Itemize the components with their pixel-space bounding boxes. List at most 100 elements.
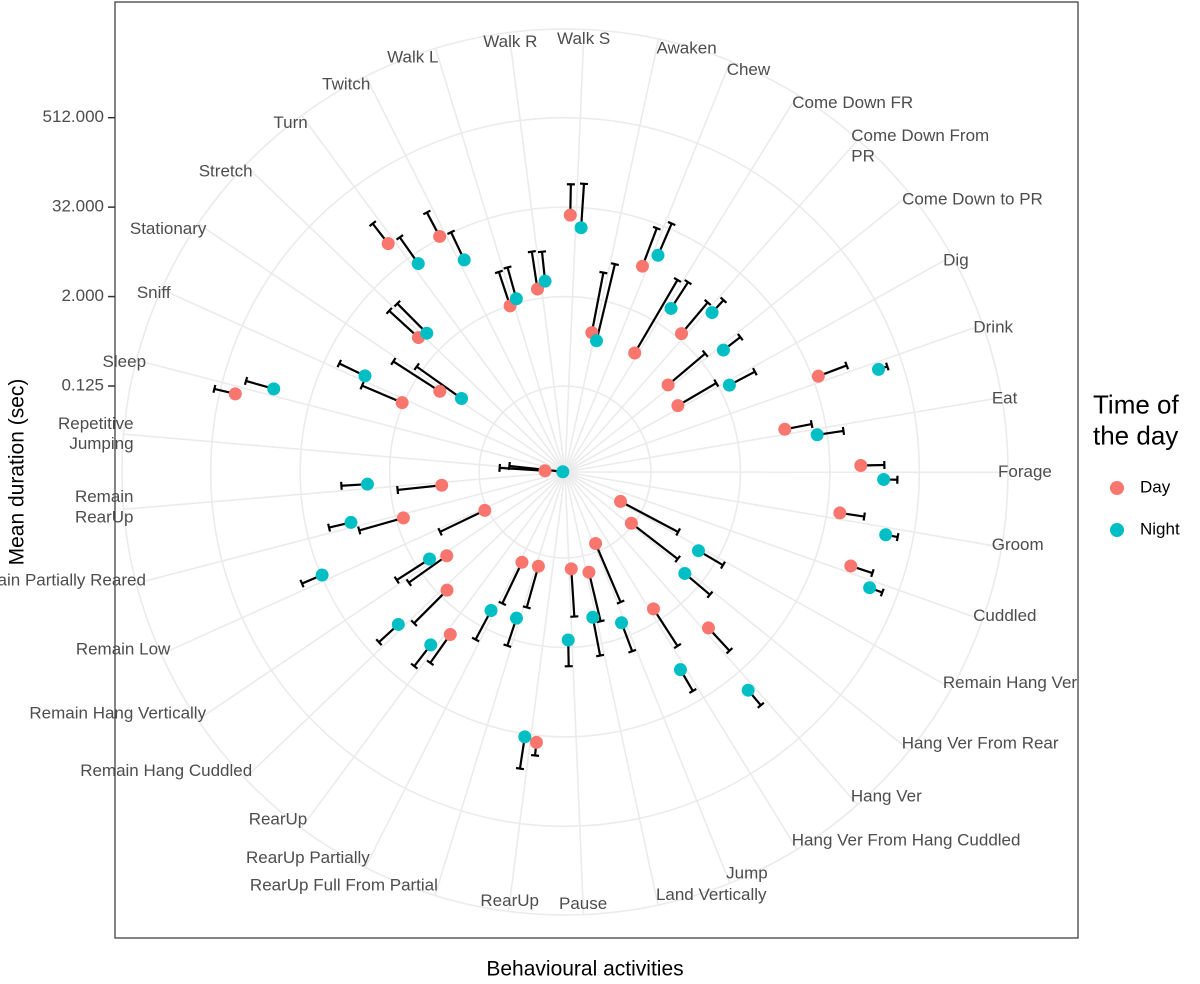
x-tick-label: Come Down FR bbox=[792, 93, 913, 112]
x-tick-label: Twitch bbox=[322, 75, 370, 94]
point bbox=[691, 544, 705, 558]
point bbox=[411, 257, 425, 271]
error-bar bbox=[358, 516, 404, 532]
point bbox=[440, 549, 454, 563]
x-tick-label: RearUp Partially bbox=[246, 848, 370, 867]
legend-marker bbox=[1110, 523, 1124, 537]
error-cap bbox=[688, 687, 697, 694]
grid-spoke bbox=[160, 471, 566, 655]
marks bbox=[212, 182, 900, 771]
grid-spoke bbox=[364, 471, 566, 868]
error-bar bbox=[652, 608, 679, 647]
error-cap bbox=[503, 265, 512, 270]
point bbox=[646, 602, 660, 616]
error-cap bbox=[426, 659, 435, 667]
x-tick-label: Awaken bbox=[657, 38, 717, 57]
grid-spoke bbox=[197, 223, 566, 473]
error-cap bbox=[862, 512, 866, 521]
error-bar bbox=[619, 500, 679, 533]
grid-spoke bbox=[564, 471, 859, 806]
error-bar bbox=[413, 589, 448, 624]
point bbox=[863, 581, 877, 595]
grid-spoke bbox=[244, 471, 566, 779]
error-cap bbox=[396, 485, 400, 495]
error-bar bbox=[590, 272, 605, 333]
y-tick-label: 2.000 bbox=[61, 286, 104, 305]
point bbox=[705, 306, 719, 320]
error-cap bbox=[599, 270, 608, 275]
point bbox=[433, 384, 447, 398]
error-cap bbox=[841, 426, 846, 436]
grid-spoke bbox=[564, 323, 984, 473]
point bbox=[671, 399, 685, 413]
grid-spoke bbox=[564, 471, 952, 690]
x-tick-label: RearUp bbox=[480, 891, 539, 910]
x-tick-label: RearUp Full From Partial bbox=[250, 875, 438, 894]
error-bar bbox=[361, 384, 403, 404]
point bbox=[518, 730, 532, 744]
x-tick-label: Hang Ver From Rear bbox=[902, 734, 1059, 753]
error-cap bbox=[507, 461, 511, 471]
error-bar bbox=[501, 561, 523, 604]
error-bar bbox=[509, 464, 563, 473]
error-cap bbox=[703, 299, 712, 306]
error-bar bbox=[439, 509, 486, 533]
x-tick-label: Land Vertically bbox=[656, 885, 767, 904]
error-cap bbox=[410, 662, 419, 670]
point bbox=[423, 552, 437, 566]
error-cap bbox=[675, 527, 682, 537]
error-cap bbox=[610, 262, 620, 267]
x-tick-label: Pause bbox=[559, 894, 607, 913]
error-cap bbox=[405, 578, 413, 587]
point bbox=[515, 555, 529, 569]
grid-spoke bbox=[507, 471, 566, 912]
error-cap bbox=[844, 361, 850, 370]
error-cap bbox=[359, 381, 365, 390]
error-bar bbox=[633, 279, 679, 354]
error-cap bbox=[895, 532, 900, 542]
point bbox=[478, 503, 492, 517]
point bbox=[315, 568, 329, 582]
error-cap bbox=[413, 362, 420, 371]
error-cap bbox=[667, 220, 676, 227]
y-tick-label: 32.000 bbox=[52, 197, 104, 216]
error-bar bbox=[570, 568, 576, 617]
point bbox=[420, 326, 434, 340]
grid-spoke bbox=[123, 471, 566, 511]
x-tick-label: Remain Hang Ver bbox=[943, 673, 1078, 692]
y-tick-label: 0.125 bbox=[61, 376, 104, 395]
point bbox=[440, 583, 454, 597]
error-cap bbox=[327, 523, 332, 532]
error-bar bbox=[525, 565, 540, 608]
error-bar bbox=[587, 571, 602, 622]
error-cap bbox=[673, 642, 682, 650]
error-cap bbox=[390, 357, 397, 366]
error-cap bbox=[530, 753, 540, 757]
point bbox=[381, 237, 395, 251]
point bbox=[538, 274, 552, 288]
error-bar bbox=[580, 183, 586, 228]
grid-spoke bbox=[564, 471, 910, 752]
error-cap bbox=[498, 463, 502, 472]
error-cap bbox=[652, 225, 661, 231]
x-tick-label: Walk L bbox=[387, 47, 438, 66]
x-tick-label: Sleep bbox=[103, 352, 146, 371]
grid-spoke bbox=[197, 471, 566, 721]
error-cap bbox=[515, 766, 525, 771]
point bbox=[582, 565, 596, 579]
error-cap bbox=[410, 619, 418, 627]
point bbox=[433, 229, 447, 243]
point bbox=[509, 292, 523, 306]
error-bar bbox=[680, 301, 709, 335]
grid-spoke bbox=[564, 193, 911, 473]
error-cap bbox=[757, 701, 765, 709]
point bbox=[531, 559, 545, 573]
error-cap bbox=[879, 588, 885, 597]
error-cap bbox=[299, 579, 305, 588]
point bbox=[778, 422, 792, 436]
x-tick-label: Stretch bbox=[199, 162, 253, 181]
x-tick-label: Drink bbox=[973, 318, 1013, 337]
point bbox=[701, 621, 715, 635]
error-cap bbox=[570, 615, 579, 618]
error-cap bbox=[628, 648, 637, 654]
